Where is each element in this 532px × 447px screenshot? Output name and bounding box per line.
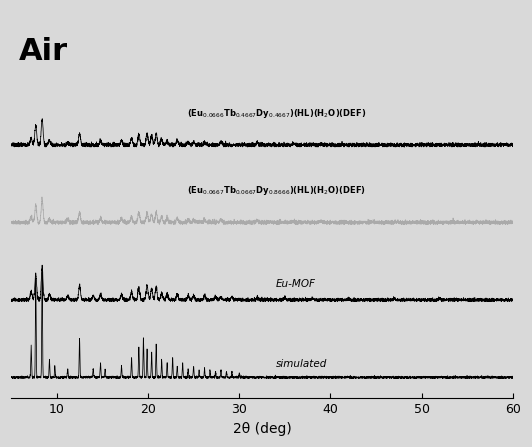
- X-axis label: 2θ (deg): 2θ (deg): [232, 422, 292, 436]
- Text: Air: Air: [19, 37, 68, 66]
- Text: (Eu$_{0.0667}$Tb$_{0.0667}$Dy$_{0.8666}$)(HL)(H$_{2}$O)(DEF): (Eu$_{0.0667}$Tb$_{0.0667}$Dy$_{0.8666}$…: [187, 184, 366, 197]
- Text: simulated: simulated: [276, 359, 327, 369]
- Text: Eu-MOF: Eu-MOF: [276, 278, 315, 289]
- Text: (Eu$_{0.0666}$Tb$_{0.4667}$Dy$_{0.4667}$)(HL)(H$_{2}$O)(DEF): (Eu$_{0.0666}$Tb$_{0.4667}$Dy$_{0.4667}$…: [187, 106, 366, 119]
